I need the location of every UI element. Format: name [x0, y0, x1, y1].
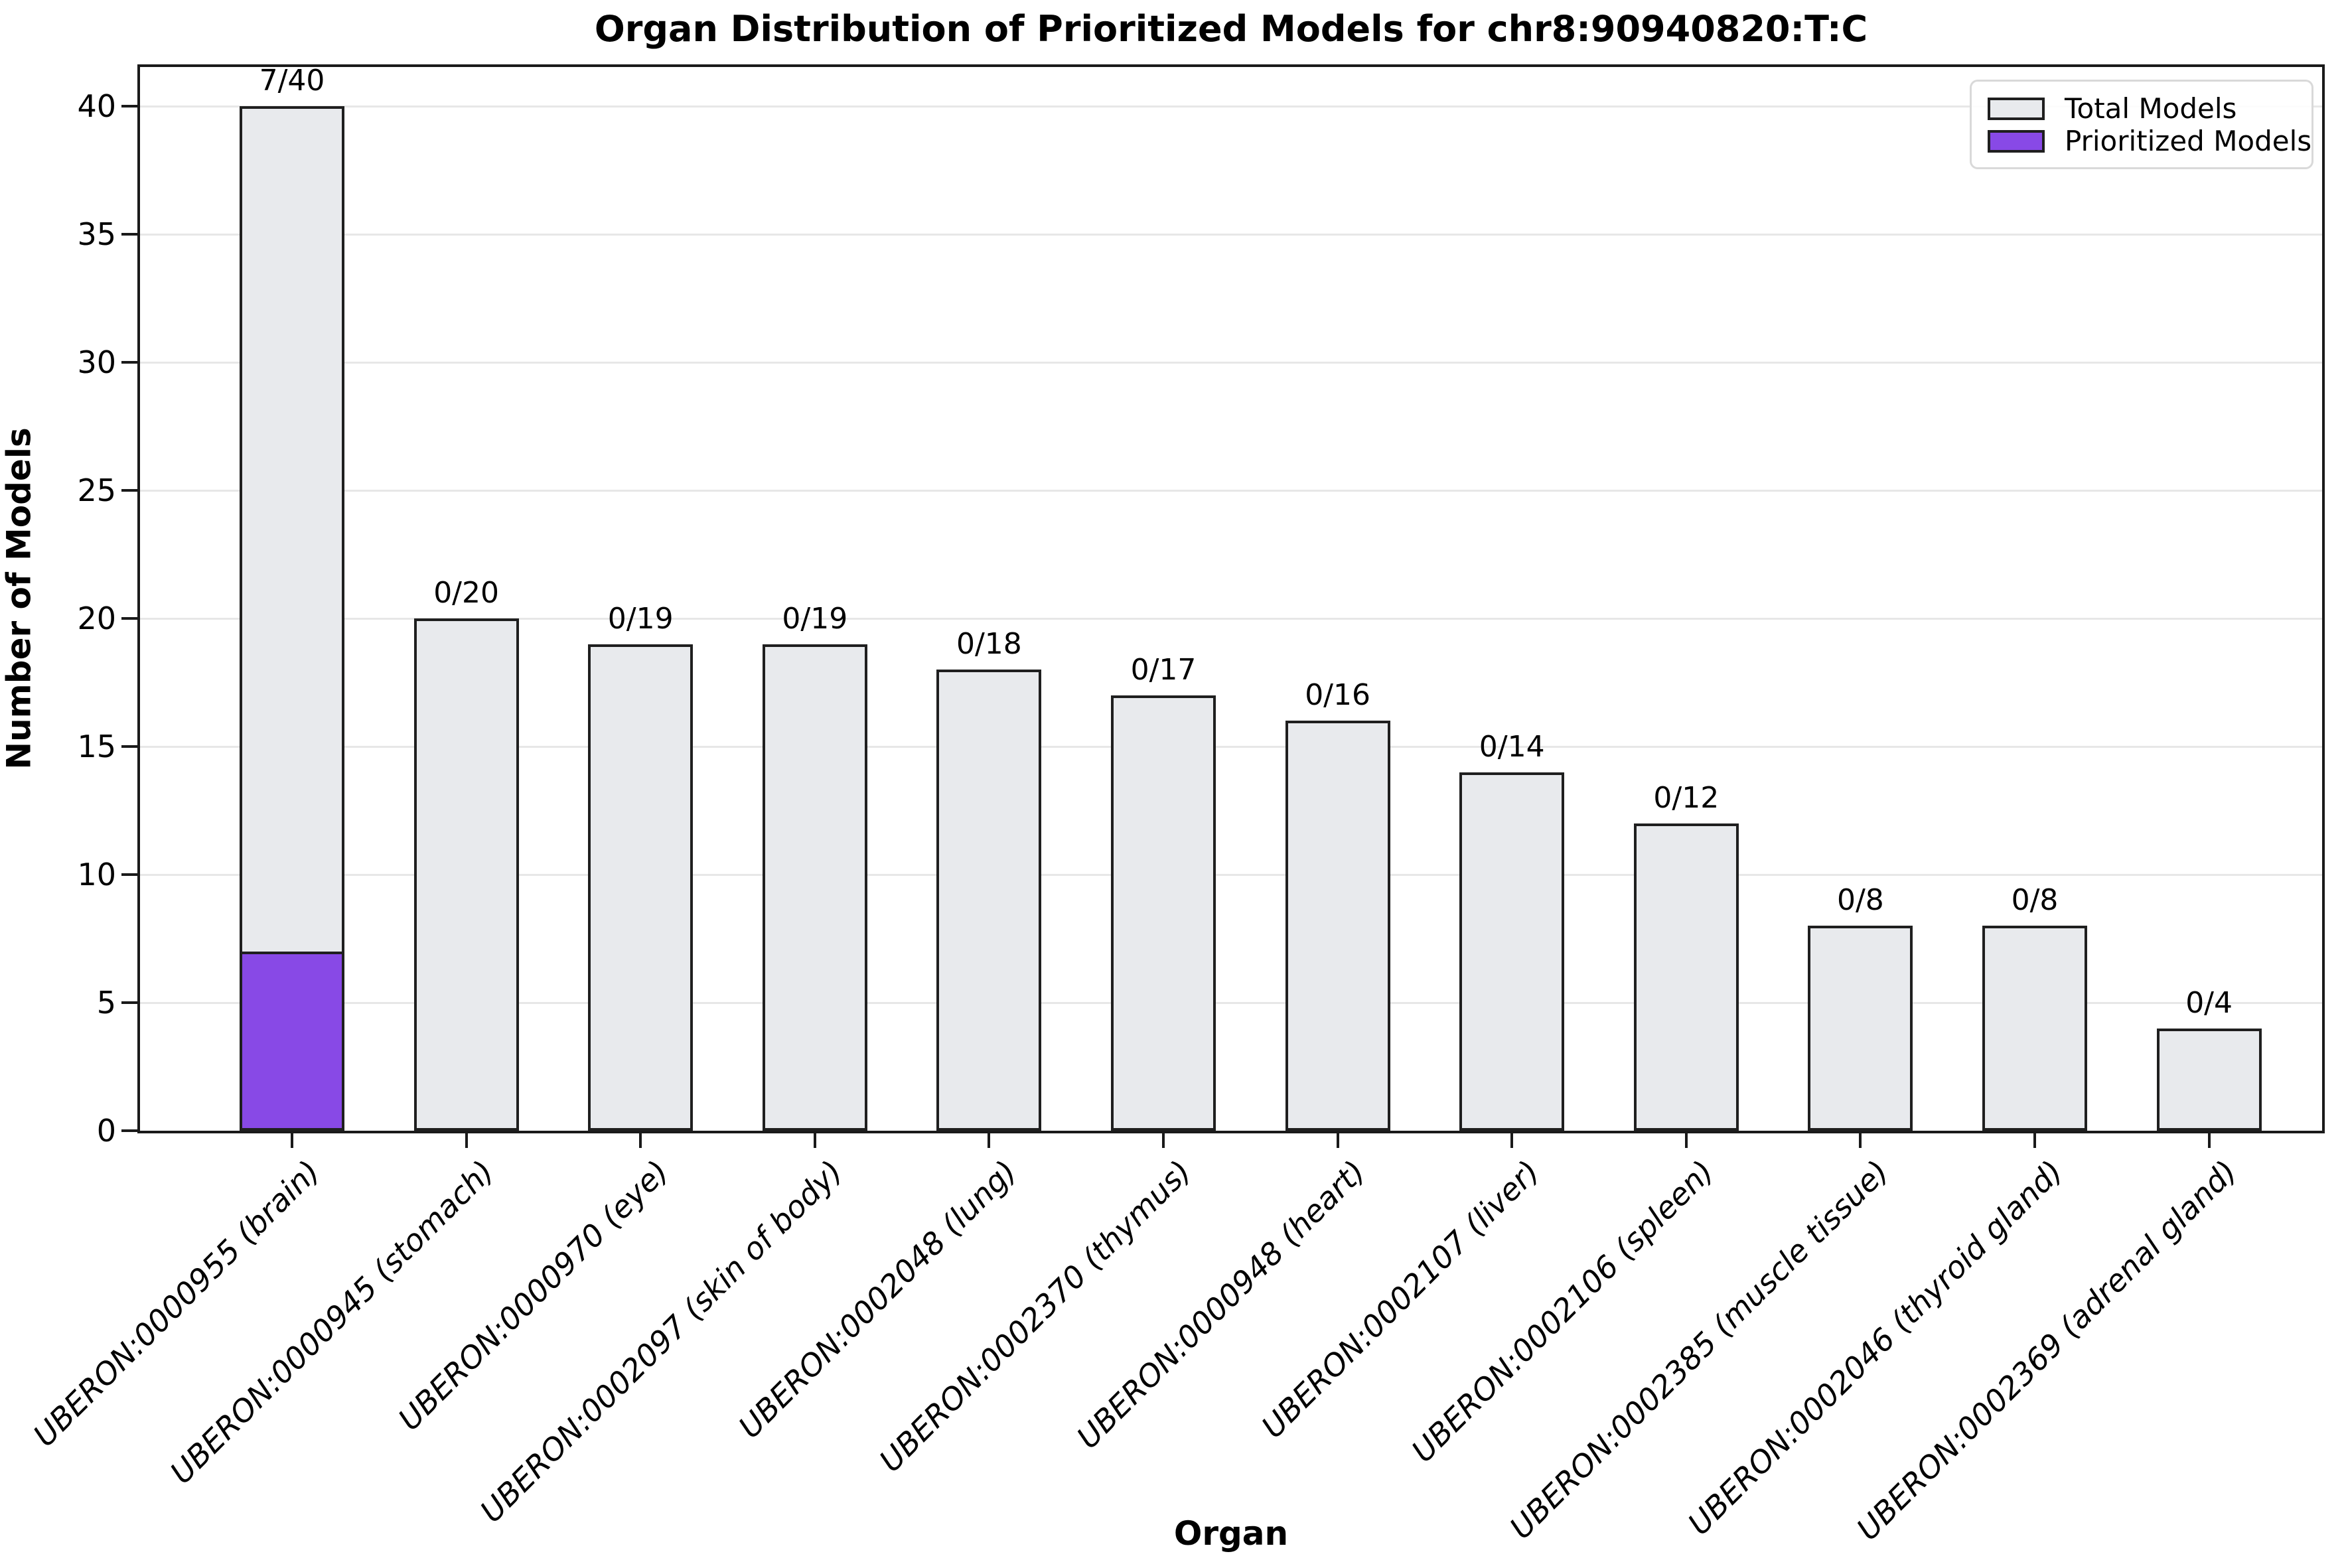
- y-tick-5: [121, 1001, 137, 1004]
- x-tick-9: [1859, 1133, 1862, 1148]
- y-tick-label-5: 5: [96, 985, 116, 1021]
- x-axis-label: Organ: [1173, 1514, 1289, 1553]
- x-tick-3: [813, 1133, 816, 1148]
- x-tick-11: [2207, 1133, 2211, 1148]
- x-tick-4: [988, 1133, 991, 1148]
- y-tick-35: [121, 233, 137, 236]
- y-tick-30: [121, 361, 137, 364]
- gridline-y30: [140, 362, 2322, 364]
- gridline-y15: [140, 746, 2322, 748]
- bar-total-6: [1285, 721, 1390, 1131]
- legend-item-total: Total Models: [1988, 92, 2296, 125]
- gridline-y10: [140, 874, 2322, 876]
- x-tick-label-10: UBERON:0002046 (thyroid gland): [1680, 1153, 2070, 1542]
- y-tick-25: [121, 489, 137, 492]
- x-tick-label-5: UBERON:0002370 (thymus): [872, 1153, 1199, 1479]
- x-tick-label-1: UBERON:0000945 (stomach): [163, 1153, 501, 1491]
- bar-total-2: [588, 644, 694, 1131]
- x-tick-10: [2033, 1133, 2036, 1148]
- bar-value-label-4: 0/18: [956, 627, 1022, 662]
- bar-value-label-7: 0/14: [1479, 729, 1545, 764]
- x-tick-0: [291, 1133, 293, 1148]
- y-tick-20: [121, 617, 137, 620]
- y-tick-label-25: 25: [77, 472, 116, 508]
- x-tick-label-8: UBERON:0002106 (spleen): [1404, 1153, 1721, 1470]
- bar-total-1: [413, 618, 519, 1131]
- legend-swatch-prioritized-models: [1988, 129, 2045, 153]
- bar-total-8: [1633, 823, 1739, 1131]
- y-tick-10: [121, 873, 137, 876]
- bar-value-label-11: 0/4: [2185, 985, 2233, 1020]
- x-tick-label-9: UBERON:0002385 (muscle tissue): [1502, 1153, 1895, 1546]
- y-tick-label-35: 35: [77, 216, 116, 252]
- gridline-y5: [140, 1002, 2322, 1004]
- y-tick-0: [121, 1129, 137, 1132]
- x-tick-6: [1336, 1133, 1339, 1148]
- legend: Total Models Prioritized Models: [1970, 80, 2313, 169]
- plot-area: [137, 64, 2325, 1133]
- legend-swatch-total-models: [1988, 97, 2045, 120]
- x-tick-7: [1510, 1133, 1514, 1148]
- y-tick-40: [121, 105, 137, 107]
- x-tick-1: [465, 1133, 468, 1148]
- legend-label-prioritized-models: Prioritized Models: [2065, 125, 2312, 157]
- y-tick-label-20: 20: [77, 601, 116, 636]
- bar-total-4: [936, 670, 1042, 1131]
- bar-total-9: [1808, 926, 1913, 1131]
- y-tick-label-0: 0: [96, 1113, 116, 1149]
- x-tick-2: [639, 1133, 642, 1148]
- bar-value-label-5: 0/17: [1130, 652, 1197, 687]
- x-tick-label-0: UBERON:0000955 (brain): [26, 1153, 327, 1454]
- x-tick-label-4: UBERON:0002048 (lung): [731, 1153, 1024, 1445]
- legend-item-prioritized: Prioritized Models: [1988, 125, 2311, 157]
- bar-total-3: [762, 644, 867, 1131]
- bar-value-label-1: 0/20: [433, 576, 499, 610]
- bar-value-label-10: 0/8: [2011, 883, 2059, 918]
- x-tick-label-7: UBERON:0002107 (liver): [1254, 1153, 1547, 1445]
- y-tick-label-15: 15: [77, 729, 116, 764]
- bar-value-label-3: 0/19: [782, 601, 848, 636]
- bar-total-10: [1982, 926, 2087, 1131]
- bar-total-11: [2156, 1028, 2262, 1131]
- gridline-y35: [140, 234, 2322, 236]
- gridline-y40: [140, 106, 2322, 107]
- y-tick-15: [121, 745, 137, 748]
- bar-total-7: [1459, 772, 1565, 1131]
- y-tick-label-30: 30: [77, 344, 116, 380]
- y-tick-label-40: 40: [77, 88, 116, 124]
- bar-value-label-6: 0/16: [1305, 678, 1370, 713]
- gridline-y25: [140, 490, 2322, 492]
- bar-value-label-8: 0/12: [1653, 780, 1720, 815]
- y-tick-label-10: 10: [77, 857, 116, 892]
- bar-value-label-0: 7/40: [259, 64, 325, 98]
- x-tick-label-11: UBERON:0002369 (adrenal gland): [1850, 1153, 2244, 1547]
- bar-value-label-9: 0/8: [1836, 883, 1884, 918]
- legend-label-total-models: Total Models: [2065, 92, 2237, 125]
- x-tick-label-3: UBERON:0002097 (skin of body): [473, 1153, 849, 1530]
- chart-title: Organ Distribution of Prioritized Models…: [594, 8, 1868, 50]
- x-tick-5: [1162, 1133, 1165, 1148]
- gridline-y20: [140, 618, 2322, 620]
- x-tick-8: [1684, 1133, 1688, 1148]
- x-tick-label-6: UBERON:0000948 (heart): [1070, 1153, 1372, 1456]
- bar-total-5: [1111, 695, 1216, 1131]
- bar-value-label-2: 0/19: [607, 601, 674, 636]
- bar-prioritized-0: [240, 951, 344, 1131]
